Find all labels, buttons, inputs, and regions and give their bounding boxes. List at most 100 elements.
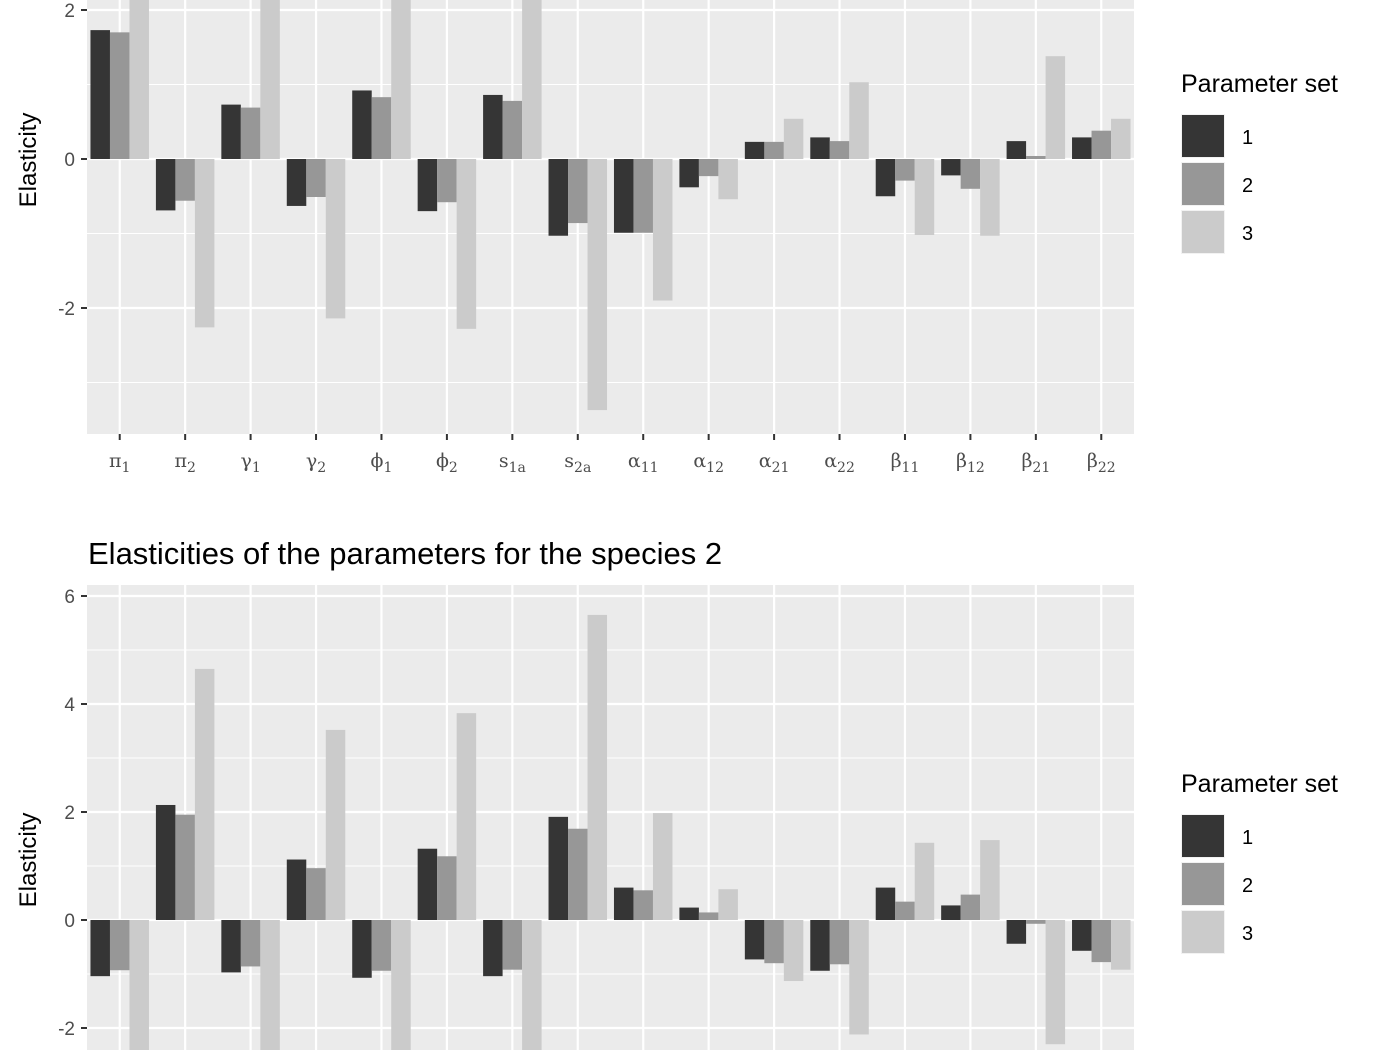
bar-set-3-3 — [260, 920, 280, 1050]
bar-set-2-5 — [371, 97, 392, 159]
bar-set-2-13 — [895, 159, 915, 181]
x-tick-label: γ1 — [240, 450, 260, 476]
bar-set-3-3 — [260, 0, 280, 159]
bars — [90, 614, 1131, 1050]
legend-label-1: 1 — [1242, 127, 1253, 149]
bar-set-1-9 — [613, 159, 634, 233]
bar-set-1-13 — [875, 887, 896, 920]
bar-set-1-12 — [810, 920, 830, 971]
legend-swatch-3 — [1182, 911, 1224, 953]
bar-set-3-10 — [718, 889, 738, 920]
bar-set-1-14 — [941, 159, 961, 176]
x-tick-label: β11 — [891, 450, 920, 476]
legend-title: Parameter set — [1181, 70, 1338, 98]
legend-label-2: 2 — [1242, 175, 1253, 197]
bar-set-2-16 — [1091, 130, 1112, 159]
bar-set-3-10 — [718, 159, 738, 200]
legend-label-3: 3 — [1242, 223, 1253, 245]
bar-set-3-9 — [652, 159, 673, 301]
bar-set-2-14 — [960, 159, 981, 189]
x-tick-label: β21 — [1021, 450, 1050, 476]
bar-set-2-2 — [175, 159, 195, 201]
bar-set-1-5 — [352, 90, 372, 159]
bar-set-1-2 — [155, 804, 176, 920]
x-tick-label: β12 — [956, 450, 985, 476]
x-tick-label: s1a — [499, 450, 526, 476]
bar-set-1-11 — [744, 920, 765, 960]
bar-set-3-12 — [849, 920, 869, 1035]
y-axis: -2 0 2 — [58, 1, 87, 320]
bar-set-3-7 — [522, 920, 542, 1050]
bar-set-2-2 — [175, 814, 195, 920]
y-tick-label: 4 — [64, 695, 75, 716]
bar-set-3-2 — [194, 668, 215, 920]
x-tick-label: α22 — [824, 450, 855, 476]
x-tick-label: π1 — [109, 450, 130, 476]
bar-set-1-11 — [744, 141, 765, 159]
y-tick-label: 0 — [64, 150, 75, 171]
bar-set-1-15 — [1006, 141, 1027, 159]
bar-set-1-6 — [417, 848, 438, 920]
bar-set-1-12 — [810, 137, 830, 159]
bar-set-1-3 — [221, 104, 241, 159]
bar-set-3-16 — [1111, 920, 1131, 970]
bar-set-2-9 — [633, 159, 653, 233]
legend: Parameter set 1 2 3 — [1181, 770, 1338, 954]
bar-set-2-10 — [698, 912, 719, 920]
bar-set-2-15 — [1026, 156, 1046, 159]
legend-swatch-2 — [1182, 863, 1224, 905]
bar-set-1-9 — [613, 887, 634, 920]
bar-set-2-5 — [371, 920, 392, 971]
x-tick-label: ϕ1 — [371, 450, 393, 476]
bar-set-3-14 — [980, 840, 1000, 920]
bar-set-2-6 — [437, 159, 457, 203]
x-tick-label: α21 — [759, 450, 790, 476]
plot-background — [87, 585, 1134, 1050]
y-tick-label: -2 — [58, 299, 75, 320]
bar-set-2-7 — [502, 100, 523, 159]
bar-set-1-8 — [548, 159, 569, 236]
legend-swatch-1 — [1182, 815, 1224, 857]
bar-set-2-8 — [568, 159, 588, 224]
y-tick-label: 6 — [64, 587, 75, 608]
bar-set-1-16 — [1072, 920, 1092, 951]
bar-set-3-6 — [456, 713, 477, 920]
bar-set-1-3 — [221, 920, 241, 973]
x-tick-label: s2a — [564, 450, 591, 476]
legend-label-1: 1 — [1242, 827, 1253, 849]
bar-set-3-11 — [783, 920, 804, 982]
bar-set-2-15 — [1026, 920, 1046, 924]
bar-set-2-4 — [306, 159, 326, 197]
bar-set-3-7 — [522, 0, 542, 159]
bar-set-3-2 — [194, 159, 215, 328]
elasticity-chart-species-1: -2 0 2 π1 π2 γ1 γ2 ϕ1 ϕ2 s1a s2a α11 α12 α21 α22 β11 β1… — [15, 0, 1338, 476]
bar-set-3-1 — [129, 0, 149, 159]
bar-set-3-11 — [783, 118, 804, 159]
bar-set-1-15 — [1006, 920, 1027, 944]
bar-set-1-1 — [90, 30, 110, 159]
bar-set-2-7 — [502, 920, 523, 970]
bar-set-1-4 — [286, 159, 307, 206]
bar-set-2-12 — [829, 920, 850, 965]
legend: Parameter set 1 2 3 — [1181, 70, 1338, 254]
bar-set-1-7 — [483, 920, 503, 977]
bar-set-3-14 — [980, 159, 1000, 236]
bar-set-3-5 — [391, 0, 411, 159]
bar-set-2-1 — [109, 920, 130, 971]
bar-set-1-16 — [1072, 137, 1092, 159]
x-axis: π1 π2 γ1 γ2 ϕ1 ϕ2 s1a s2a α11 α12 α21 α22 β11 β12 β21 β… — [109, 434, 1116, 476]
bar-set-3-8 — [587, 159, 608, 411]
x-tick-label: α12 — [693, 450, 724, 476]
bar-set-3-4 — [325, 159, 346, 319]
legend-swatch-2 — [1182, 163, 1224, 205]
bar-set-3-9 — [652, 813, 673, 920]
bar-set-1-2 — [155, 159, 176, 211]
bar-set-1-6 — [417, 159, 438, 212]
legend-label-3: 3 — [1242, 923, 1253, 945]
bar-set-3-5 — [391, 920, 411, 1050]
elasticity-chart-species-2: Elasticities of the parameters for the s… — [15, 536, 1338, 1050]
bar-set-2-13 — [895, 901, 915, 920]
x-tick-label: ϕ2 — [436, 450, 458, 476]
y-tick-label: -2 — [58, 1019, 75, 1040]
